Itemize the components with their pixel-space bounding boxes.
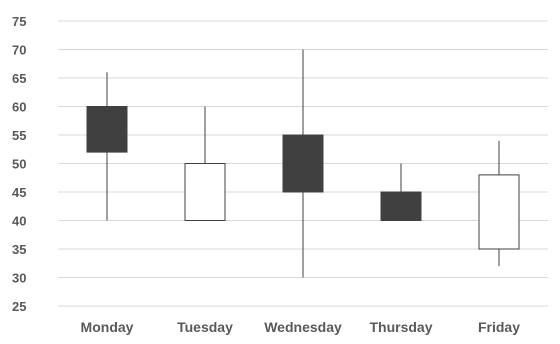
y-tick-label: 35 xyxy=(12,242,26,257)
x-axis: Monday Tuesday Wednesday Thursday Friday xyxy=(81,319,521,335)
x-tick-label: Friday xyxy=(478,319,520,335)
x-tick-label: Thursday xyxy=(369,319,432,335)
y-tick-label: 55 xyxy=(12,128,26,143)
y-tick-label: 45 xyxy=(12,185,26,200)
y-tick-label: 30 xyxy=(12,271,26,286)
candle-body xyxy=(86,106,128,153)
x-tick-label: Monday xyxy=(81,319,134,335)
y-tick-label: 40 xyxy=(12,214,26,229)
y-axis: 75 70 65 60 55 50 45 40 35 30 25 xyxy=(12,14,26,314)
y-tick-label: 65 xyxy=(12,71,26,86)
candle-body xyxy=(478,174,520,250)
candle-body xyxy=(380,191,422,221)
candle-body xyxy=(184,163,226,221)
y-tick-label: 75 xyxy=(12,14,26,29)
y-tick-label: 60 xyxy=(12,100,26,115)
y-tick-label: 70 xyxy=(12,43,26,58)
x-tick-label: Wednesday xyxy=(264,319,342,335)
y-tick-label: 50 xyxy=(12,157,26,172)
candle-body xyxy=(282,134,324,193)
y-tick-label: 25 xyxy=(12,299,26,314)
x-tick-label: Tuesday xyxy=(177,319,233,335)
candles xyxy=(86,49,520,278)
